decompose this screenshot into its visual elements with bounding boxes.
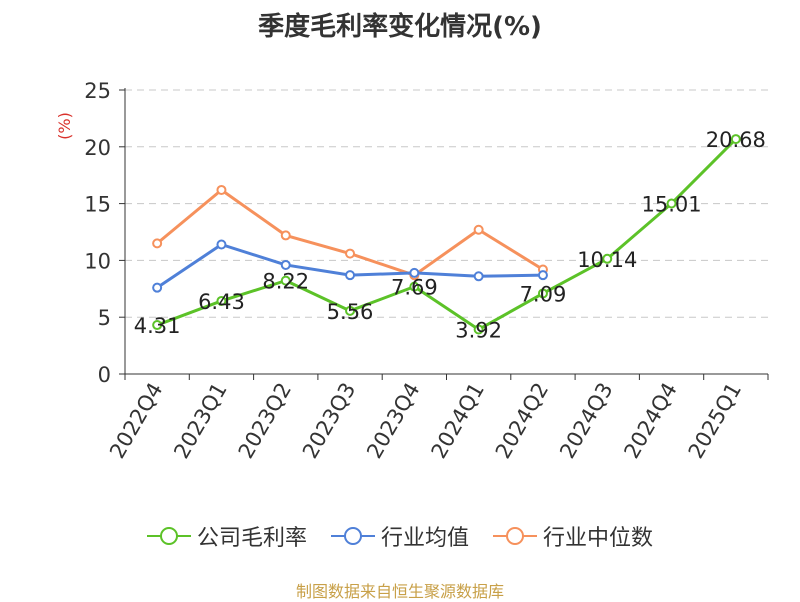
source-note: 制图数据来自恒生聚源数据库 (295, 582, 504, 601)
x-tick-label: 2025Q1 (684, 379, 746, 463)
data-point (730, 134, 741, 145)
data-point (473, 271, 484, 282)
data-point (152, 320, 163, 331)
data-point (345, 270, 356, 281)
series-lines (152, 134, 741, 335)
series-line (156, 188, 544, 277)
data-point (216, 295, 227, 306)
legend-marker-icon (330, 524, 375, 548)
data-point (473, 224, 484, 235)
x-tick-label: 2023Q1 (169, 379, 231, 463)
legend-marker-icon (146, 524, 191, 548)
y-tick-label: 25 (84, 79, 111, 103)
legend-label: 行业均值 (380, 526, 469, 551)
data-label: 5.56 (327, 300, 374, 324)
x-tick-label: 2023Q2 (234, 379, 296, 463)
x-tick-label: 2022Q4 (105, 379, 167, 463)
x-tick-label: 2024Q1 (427, 379, 489, 463)
y-tick-label: 15 (84, 193, 111, 217)
series-line (156, 138, 737, 331)
data-point (216, 184, 227, 195)
data-point (409, 281, 420, 292)
data-label: 3.92 (455, 318, 502, 342)
data-point (537, 270, 548, 281)
legend-item[interactable]: 行业均值 (330, 520, 469, 552)
legend-marker-icon (493, 524, 537, 548)
data-point (409, 267, 420, 278)
data-point (345, 305, 356, 316)
data-label: 8.22 (262, 270, 309, 294)
y-tick-label: 0 (98, 363, 111, 387)
legend-item[interactable]: 行业中位数 (493, 520, 653, 552)
x-tick-label: 2024Q3 (555, 379, 617, 463)
y-tick-label: 10 (84, 249, 111, 273)
axes: 0 5 10 15 20 25 2022Q4 2023Q1 2023Q2 2023Q3 2023Q4… (84, 79, 769, 463)
data-point (152, 282, 163, 293)
data-label: 6.43 (198, 290, 245, 314)
data-point (280, 259, 291, 270)
legend: 公司毛利率 行业均值 行业中位数 (0, 520, 800, 552)
y-axis-label: (%) (55, 112, 74, 140)
data-label: 4.31 (134, 314, 181, 338)
data-point (152, 238, 163, 249)
data-point (473, 324, 484, 335)
data-point (537, 288, 548, 299)
legend-label: 行业中位数 (543, 526, 654, 551)
data-labels: 4.31 6.43 8.22 5.56 7.69 3.92 7.09 10.14 15.01 20… (134, 128, 766, 342)
data-point (216, 239, 227, 250)
data-label: 20.68 (706, 128, 766, 152)
y-tick-label: 5 (98, 306, 111, 330)
data-point (280, 230, 291, 241)
chart-title: 季度毛利率变化情况(%) (258, 12, 542, 42)
data-point (345, 248, 356, 259)
x-tick-label: 2023Q4 (362, 379, 424, 463)
data-label: 15.01 (641, 192, 701, 216)
data-label: 7.69 (391, 276, 438, 300)
x-tick-label: 2024Q4 (619, 379, 681, 463)
data-label: 10.14 (577, 248, 637, 272)
x-tick-label: 2023Q3 (298, 379, 360, 463)
legend-label: 公司毛利率 (196, 526, 307, 551)
x-tick-label: 2024Q2 (491, 379, 553, 463)
data-label: 7.09 (520, 282, 567, 306)
y-tick-label: 20 (84, 136, 111, 160)
data-point (602, 253, 613, 264)
data-point (666, 198, 677, 209)
legend-item[interactable]: 公司毛利率 (146, 520, 307, 552)
data-point (280, 275, 291, 286)
